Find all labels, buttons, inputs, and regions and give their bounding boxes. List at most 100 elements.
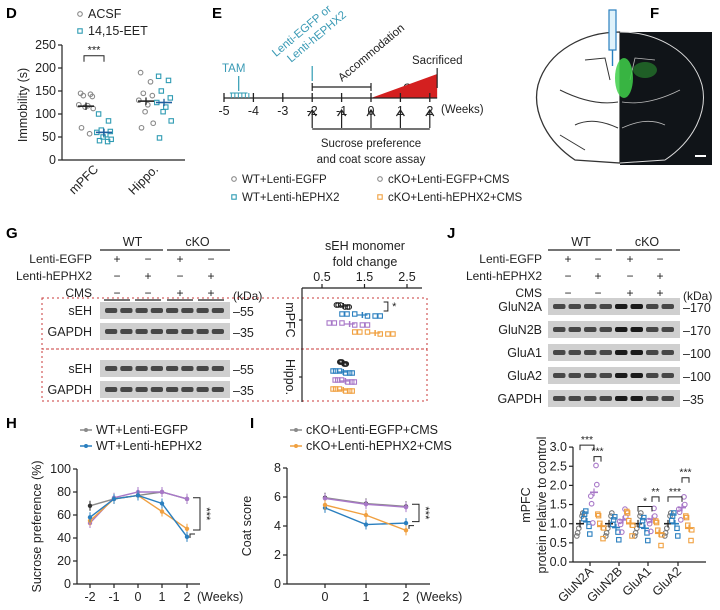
data-point [160, 108, 166, 115]
y-tick-label: 1.0 [550, 517, 567, 531]
blot-strip [100, 302, 230, 319]
y-tick-label: 2 [274, 548, 281, 562]
significance-bracket [651, 496, 660, 502]
protein-band [584, 373, 597, 378]
arrow-head [307, 108, 317, 117]
blot-protein-label: GAPDH [498, 392, 542, 406]
protein-band [105, 387, 118, 392]
data-point [104, 138, 111, 145]
protein-band [135, 308, 148, 313]
legend-cko-egfp-cms: cKO+Lenti-EGFP+CMS [388, 174, 510, 186]
data-point [372, 313, 378, 319]
data-point [618, 529, 625, 535]
y-tick-label: 0.0 [550, 555, 567, 569]
egfp-expression [633, 62, 657, 78]
tam-label: TAM [222, 63, 245, 75]
data-point [351, 311, 358, 317]
data-point [111, 496, 117, 502]
data-point [335, 302, 342, 308]
data-point [363, 512, 369, 518]
blot-strip [548, 367, 680, 384]
y-tick-label: 0 [64, 577, 71, 591]
data-point [593, 481, 600, 488]
data-point [624, 510, 631, 516]
condition-sign: − [594, 252, 601, 266]
condition-sign: − [564, 269, 571, 283]
protein-band [181, 387, 194, 392]
data-point [600, 535, 606, 542]
data-point [575, 525, 582, 532]
protein-band [646, 350, 659, 355]
data-point [105, 118, 112, 124]
data-point [87, 503, 93, 508]
data-point [641, 514, 647, 521]
x-tick-label: GluA2 [650, 564, 684, 598]
legend-marker [377, 194, 383, 200]
x-tick-label: 1 [159, 590, 166, 604]
protein-band [553, 373, 566, 378]
y-tick-label: 2.0 [550, 478, 567, 492]
data-point [363, 502, 369, 507]
sacrificed-label: Sacrificed [412, 55, 463, 67]
series-line [89, 494, 188, 530]
protein-band [181, 308, 194, 313]
data-point [573, 533, 580, 539]
data-point [651, 513, 658, 519]
data-point [351, 329, 358, 335]
y-tick-label: 6 [274, 490, 281, 504]
panel-label-i: I [250, 415, 254, 432]
y-axis-label: protein relative to control [535, 437, 549, 574]
significance-stars: *** [419, 507, 431, 521]
data-point [87, 515, 93, 520]
x-tick-label: 2 [403, 590, 410, 604]
blot-protein-label: GluA2 [507, 369, 542, 383]
y-tick-label: 0.5 [550, 536, 567, 550]
protein-band [166, 366, 179, 371]
x-tick-label: 0 [322, 590, 329, 604]
condition-sign: + [207, 269, 214, 283]
data-point [155, 73, 162, 80]
protein-band [181, 366, 194, 371]
protein-band [105, 366, 118, 371]
data-point [330, 386, 336, 392]
x-tick-label: 2 [184, 590, 191, 604]
data-point [653, 519, 660, 526]
panel-label-f: F [650, 5, 659, 22]
protein-band [646, 304, 659, 309]
data-point [349, 388, 355, 394]
region-label: Hippo. [283, 359, 297, 395]
x-tick-label: GluA1 [620, 564, 654, 598]
protein-band [150, 308, 163, 313]
legend-label: WT+Lenti-EGFP [96, 423, 188, 437]
arrow-head [337, 108, 347, 117]
x-tick-label: 1.5 [356, 270, 373, 284]
arrow-head [395, 108, 405, 117]
condition-sign: + [626, 252, 633, 266]
protein-band [150, 329, 163, 334]
data-point [80, 92, 87, 99]
significance-stars: *** [200, 507, 212, 521]
protein-band [120, 329, 133, 334]
data-point [589, 520, 596, 526]
data-point [685, 522, 691, 528]
data-point [142, 108, 148, 115]
x-axis-label: (Weeks) [416, 590, 462, 604]
condition-sign: + [207, 286, 214, 300]
data-point [363, 522, 369, 527]
significance-bracket [579, 444, 595, 451]
data-point [338, 377, 345, 383]
protein-band [661, 373, 674, 378]
hippo-region-box [41, 348, 428, 402]
legend-label: WT+Lenti-hEPHX2 [96, 439, 202, 453]
data-point [633, 525, 640, 532]
x-tick-label: -2 [84, 590, 95, 604]
y-tick-label: 1.5 [550, 498, 567, 512]
significance-stars: ** [651, 486, 659, 498]
condition-sign: + [564, 252, 571, 266]
protein-band [630, 327, 643, 332]
significance-stars: *** [669, 486, 681, 498]
data-point [676, 509, 683, 516]
blot-kda-marker: –100 [683, 347, 711, 361]
protein-band [599, 373, 612, 378]
data-point [688, 537, 694, 544]
